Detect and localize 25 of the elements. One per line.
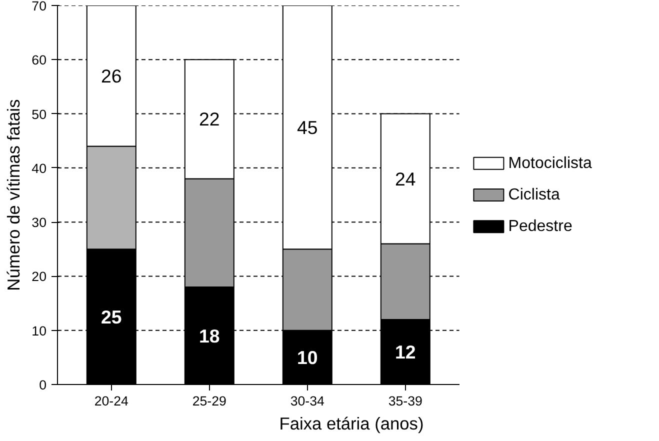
data-label: 24 — [395, 168, 416, 190]
data-label: 45 — [297, 116, 318, 138]
y-tick-label: 70 — [32, 0, 47, 14]
x-tick-label: 30-34 — [290, 394, 326, 408]
y-axis-title: Número de vítimas fatais — [4, 98, 24, 291]
data-label: 12 — [395, 342, 416, 363]
data-label: 18 — [199, 325, 220, 346]
data-label: 22 — [199, 108, 220, 130]
y-tick-label: 60 — [32, 52, 47, 68]
x-tick-label: 25-29 — [192, 394, 226, 408]
data-label: 26 — [101, 65, 122, 86]
y-tick-label: 50 — [32, 106, 47, 122]
data-label: 25 — [101, 306, 122, 328]
x-axis-title: Faixa etária (anos) — [279, 414, 424, 434]
y-tick-label: 10 — [32, 323, 47, 338]
y-tick-label: 20 — [32, 269, 47, 284]
legend-label: Pedestre — [508, 218, 572, 236]
legend-label: Ciclista — [508, 186, 560, 204]
x-tick-label: 20-24 — [94, 394, 130, 408]
data-label: 10 — [297, 346, 318, 368]
x-tick-label: 35-39 — [388, 394, 422, 408]
legend-label: Motociclista — [508, 154, 592, 172]
y-tick-label: 30 — [32, 215, 47, 230]
y-tick-label: 0 — [39, 378, 47, 392]
y-tick-label: 40 — [32, 160, 47, 176]
